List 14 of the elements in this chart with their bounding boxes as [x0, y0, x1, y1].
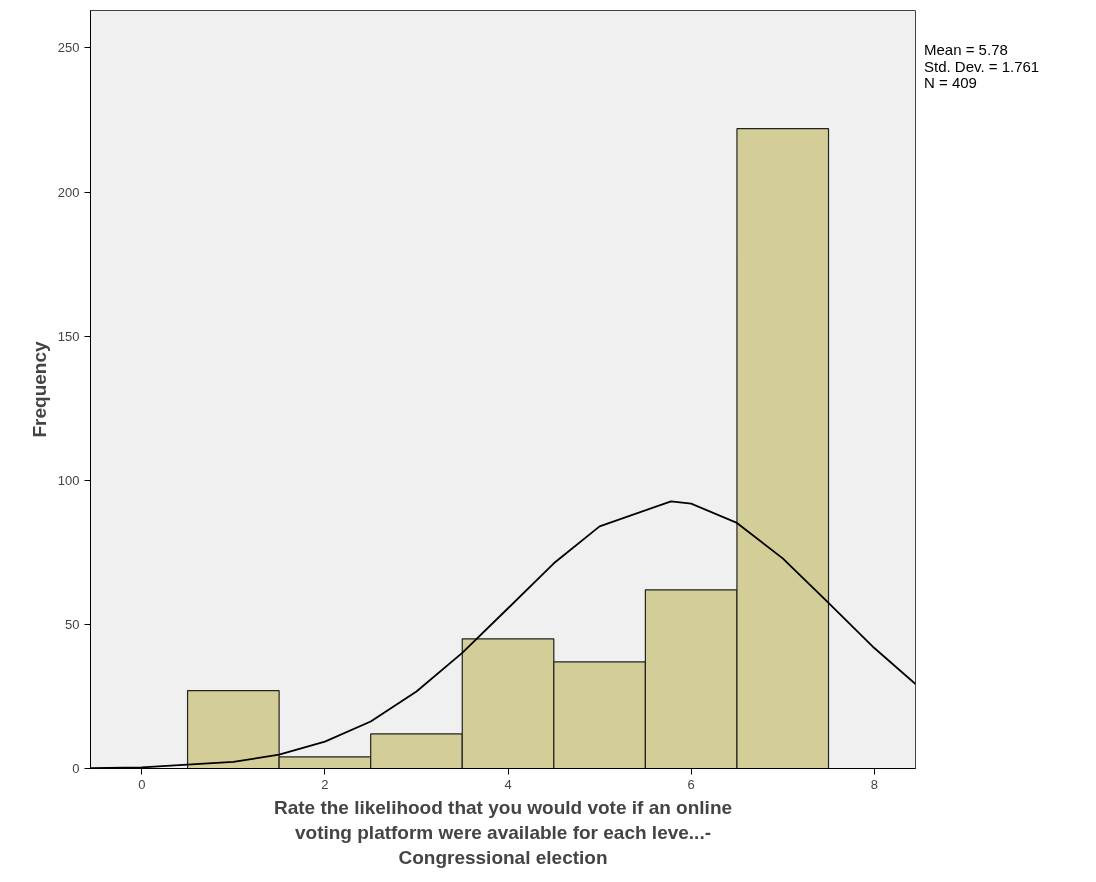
x-tick-label: 2	[321, 776, 329, 792]
y-tick-label: 50	[65, 616, 80, 632]
x-tick-label: 6	[687, 776, 695, 792]
y-tick-label: 0	[72, 761, 80, 776]
x-tick-label: 8	[870, 776, 878, 792]
y-tick-label: 200	[57, 184, 80, 200]
x-tick-label: 4	[504, 776, 512, 792]
x-tick-label: 0	[138, 776, 146, 792]
y-axis-title: Frequency	[28, 341, 50, 438]
text: Mean = 5.78 Std. Dev. = 1.761 N = 409	[924, 41, 1040, 92]
y-tick-label: 150	[57, 328, 80, 344]
y-tick-label: 250	[57, 40, 80, 56]
x-axis-title: Rate the likelihood that you would vote if an online voting platform were available for each leve...- Congressional election	[273, 796, 733, 868]
y-tick-label: 100	[57, 472, 80, 488]
